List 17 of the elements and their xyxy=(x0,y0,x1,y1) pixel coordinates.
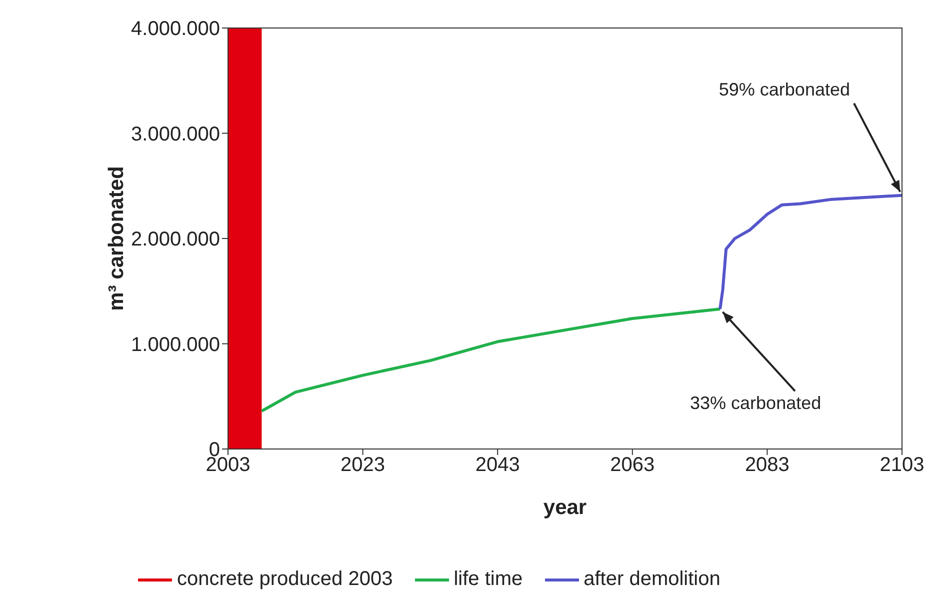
y-axis-title: m³ carbonated xyxy=(105,166,128,311)
x-axis-title: year xyxy=(543,496,587,519)
y-tick-label: 2.000.000 xyxy=(131,228,220,251)
line-series xyxy=(718,194,902,311)
x-tick-label: 2083 xyxy=(744,454,790,476)
legend-label: concrete produced 2003 xyxy=(177,568,393,591)
x-tick-label: 2063 xyxy=(610,454,655,476)
annotation: 33% carbonated xyxy=(690,393,822,414)
x-tick-label: 2043 xyxy=(475,454,520,476)
x-tick-label: 2023 xyxy=(340,454,386,476)
y-tick-label: 1.000.000 xyxy=(131,334,220,356)
x-tick-label: 2103 xyxy=(880,454,924,476)
legend-label: after demolition xyxy=(584,568,720,591)
annotation: 59% carbonated xyxy=(718,79,850,100)
legend-label: life time xyxy=(454,568,523,591)
y-tick-label: 4.000.000 xyxy=(131,18,220,40)
y-tick-label: 3.000.000 xyxy=(131,123,220,146)
